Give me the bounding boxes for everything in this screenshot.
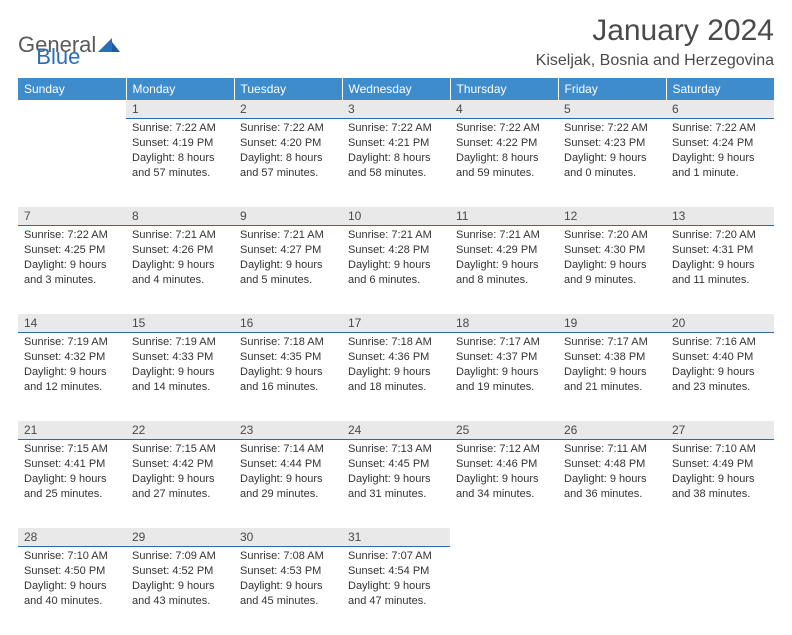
day-number: 1 (126, 100, 234, 119)
day-number: 28 (18, 528, 126, 547)
weekday-header: Friday (558, 78, 666, 100)
day-details: Sunrise: 7:21 AMSunset: 4:26 PMDaylight:… (126, 226, 234, 293)
day-details: Sunrise: 7:22 AMSunset: 4:24 PMDaylight:… (666, 119, 774, 186)
day-number: 14 (18, 314, 126, 333)
weekday-header: Tuesday (234, 78, 342, 100)
day-number-row: 28293031 (18, 528, 774, 547)
day-details: Sunrise: 7:18 AMSunset: 4:36 PMDaylight:… (342, 333, 450, 400)
day-details: Sunrise: 7:22 AMSunset: 4:21 PMDaylight:… (342, 119, 450, 186)
day-number: 21 (18, 421, 126, 440)
day-details: Sunrise: 7:22 AMSunset: 4:23 PMDaylight:… (558, 119, 666, 186)
day-details: Sunrise: 7:10 AMSunset: 4:50 PMDaylight:… (18, 547, 126, 614)
day-details: Sunrise: 7:15 AMSunset: 4:41 PMDaylight:… (18, 440, 126, 507)
weekday-header: Saturday (666, 78, 774, 100)
day-details: Sunrise: 7:21 AMSunset: 4:27 PMDaylight:… (234, 226, 342, 293)
location-label: Kiseljak, Bosnia and Herzegovina (536, 52, 774, 70)
day-details: Sunrise: 7:22 AMSunset: 4:22 PMDaylight:… (450, 119, 558, 186)
weekday-header: Monday (126, 78, 234, 100)
day-details: Sunrise: 7:19 AMSunset: 4:33 PMDaylight:… (126, 333, 234, 400)
day-details: Sunrise: 7:13 AMSunset: 4:45 PMDaylight:… (342, 440, 450, 507)
day-details: Sunrise: 7:14 AMSunset: 4:44 PMDaylight:… (234, 440, 342, 507)
day-details: Sunrise: 7:19 AMSunset: 4:32 PMDaylight:… (18, 333, 126, 400)
day-number: 19 (558, 314, 666, 333)
day-number: 23 (234, 421, 342, 440)
header: General Blue January 2024 Kiseljak, Bosn… (18, 14, 774, 70)
day-body-row: Sunrise: 7:15 AMSunset: 4:41 PMDaylight:… (18, 440, 774, 528)
day-number: 3 (342, 100, 450, 119)
day-number: 17 (342, 314, 450, 333)
day-details: Sunrise: 7:15 AMSunset: 4:42 PMDaylight:… (126, 440, 234, 507)
day-number: 24 (342, 421, 450, 440)
day-details: Sunrise: 7:07 AMSunset: 4:54 PMDaylight:… (342, 547, 450, 614)
day-details: Sunrise: 7:17 AMSunset: 4:38 PMDaylight:… (558, 333, 666, 400)
day-details: Sunrise: 7:22 AMSunset: 4:20 PMDaylight:… (234, 119, 342, 186)
day-details: Sunrise: 7:21 AMSunset: 4:29 PMDaylight:… (450, 226, 558, 293)
day-number: 30 (234, 528, 342, 547)
day-details: Sunrise: 7:22 AMSunset: 4:19 PMDaylight:… (126, 119, 234, 186)
day-details: Sunrise: 7:10 AMSunset: 4:49 PMDaylight:… (666, 440, 774, 507)
day-details: Sunrise: 7:11 AMSunset: 4:48 PMDaylight:… (558, 440, 666, 507)
day-number-row: 123456 (18, 100, 774, 119)
day-details: Sunrise: 7:20 AMSunset: 4:31 PMDaylight:… (666, 226, 774, 293)
day-number-row: 21222324252627 (18, 421, 774, 440)
day-details: Sunrise: 7:08 AMSunset: 4:53 PMDaylight:… (234, 547, 342, 614)
day-details: Sunrise: 7:17 AMSunset: 4:37 PMDaylight:… (450, 333, 558, 400)
brand-part2: Blue (36, 44, 80, 70)
day-body-row: Sunrise: 7:22 AMSunset: 4:25 PMDaylight:… (18, 226, 774, 314)
day-number: 13 (666, 207, 774, 226)
day-number: 27 (666, 421, 774, 440)
title-block: January 2024 Kiseljak, Bosnia and Herzeg… (536, 14, 774, 70)
day-number: 29 (126, 528, 234, 547)
day-number: 11 (450, 207, 558, 226)
day-details: Sunrise: 7:09 AMSunset: 4:52 PMDaylight:… (126, 547, 234, 614)
brand-logo: General Blue (18, 14, 80, 70)
day-body-row: Sunrise: 7:10 AMSunset: 4:50 PMDaylight:… (18, 547, 774, 635)
calendar-table: SundayMondayTuesdayWednesdayThursdayFrid… (18, 78, 774, 635)
day-details: Sunrise: 7:12 AMSunset: 4:46 PMDaylight:… (450, 440, 558, 507)
day-number: 8 (126, 207, 234, 226)
day-details: Sunrise: 7:18 AMSunset: 4:35 PMDaylight:… (234, 333, 342, 400)
day-number: 15 (126, 314, 234, 333)
day-number: 22 (126, 421, 234, 440)
day-number-row: 78910111213 (18, 207, 774, 226)
day-body-row: Sunrise: 7:19 AMSunset: 4:32 PMDaylight:… (18, 333, 774, 421)
day-number: 4 (450, 100, 558, 119)
day-number: 7 (18, 207, 126, 226)
day-number: 12 (558, 207, 666, 226)
day-number: 31 (342, 528, 450, 547)
day-body-row: Sunrise: 7:22 AMSunset: 4:19 PMDaylight:… (18, 119, 774, 207)
weekday-header: Wednesday (342, 78, 450, 100)
weekday-header: Thursday (450, 78, 558, 100)
day-number: 5 (558, 100, 666, 119)
day-number: 9 (234, 207, 342, 226)
day-number: 18 (450, 314, 558, 333)
day-number: 26 (558, 421, 666, 440)
day-details: Sunrise: 7:16 AMSunset: 4:40 PMDaylight:… (666, 333, 774, 400)
brand-triangle-icon (98, 36, 120, 54)
weekday-header-row: SundayMondayTuesdayWednesdayThursdayFrid… (18, 78, 774, 100)
day-details: Sunrise: 7:22 AMSunset: 4:25 PMDaylight:… (18, 226, 126, 293)
day-number: 10 (342, 207, 450, 226)
day-number-row: 14151617181920 (18, 314, 774, 333)
weekday-header: Sunday (18, 78, 126, 100)
day-number: 25 (450, 421, 558, 440)
month-title: January 2024 (536, 14, 774, 48)
day-number: 2 (234, 100, 342, 119)
day-details: Sunrise: 7:21 AMSunset: 4:28 PMDaylight:… (342, 226, 450, 293)
day-number: 20 (666, 314, 774, 333)
day-number: 16 (234, 314, 342, 333)
day-details: Sunrise: 7:20 AMSunset: 4:30 PMDaylight:… (558, 226, 666, 293)
day-number: 6 (666, 100, 774, 119)
